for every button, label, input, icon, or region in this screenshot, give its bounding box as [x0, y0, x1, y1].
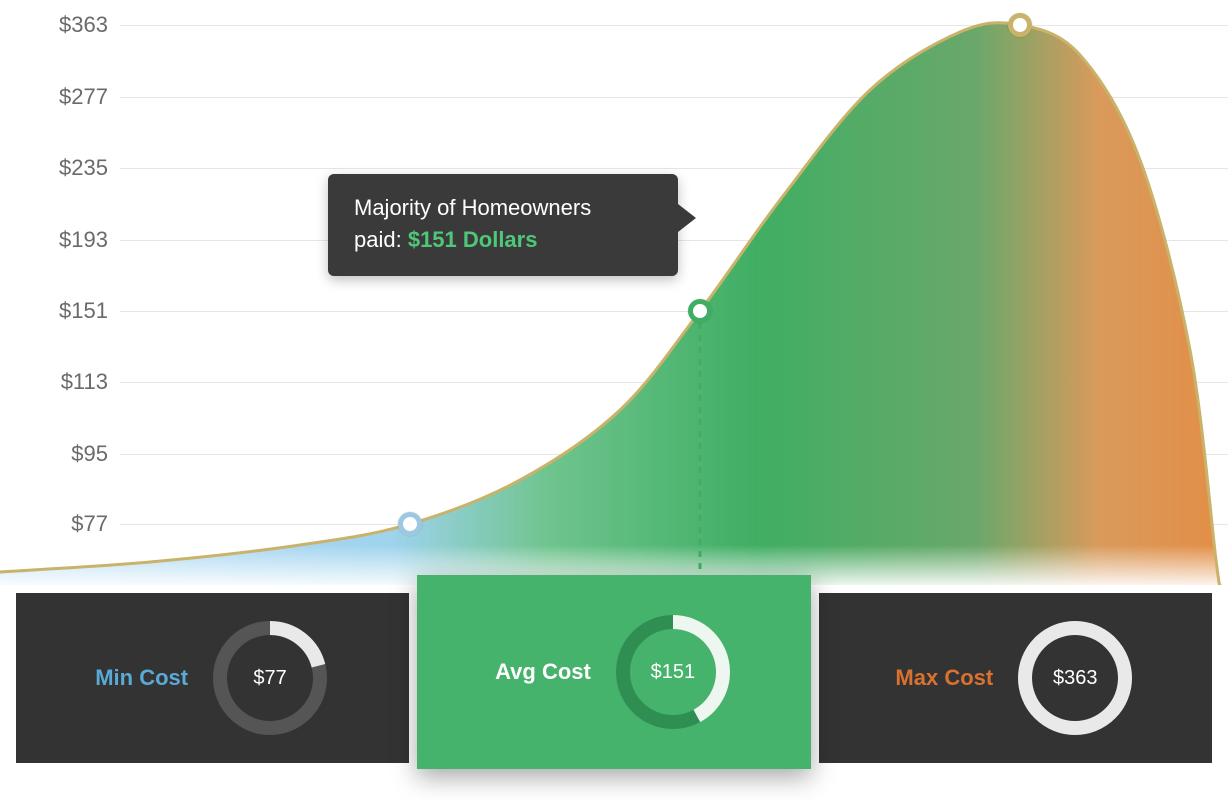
- marker-min: [398, 512, 422, 536]
- marker-avg: [688, 299, 712, 323]
- avg-cost-card: Avg Cost $151: [417, 575, 810, 769]
- avg-cost-label: Avg Cost: [495, 659, 591, 685]
- avg-cost-value: $151: [613, 612, 733, 732]
- chart-plot-area: $363$277$235$193$151$113$95$77 Majority …: [0, 0, 1228, 585]
- min-cost-value: $77: [210, 618, 330, 738]
- max-cost-donut: $363: [1015, 618, 1135, 738]
- tooltip-line-2-prefix: paid:: [354, 227, 408, 252]
- tooltip-line-2: paid: $151 Dollars: [354, 224, 652, 256]
- min-cost-donut: $77: [210, 618, 330, 738]
- max-cost-card: Max Cost $363: [819, 593, 1212, 763]
- tooltip-arrow-icon: [678, 204, 696, 232]
- cost-distribution-infographic: $363$277$235$193$151$113$95$77 Majority …: [0, 0, 1228, 800]
- avg-cost-tooltip: Majority of Homeowners paid: $151 Dollar…: [328, 174, 678, 276]
- distribution-curve: [0, 0, 1228, 585]
- tooltip-highlight: $151 Dollars: [408, 227, 538, 252]
- summary-cards-row: Min Cost $77 Avg Cost $151 Max Cost $363: [12, 585, 1216, 775]
- avg-cost-donut: $151: [613, 612, 733, 732]
- min-cost-card: Min Cost $77: [16, 593, 409, 763]
- marker-peak: [1008, 13, 1032, 37]
- max-cost-value: $363: [1015, 618, 1135, 738]
- tooltip-line-1: Majority of Homeowners: [354, 192, 652, 224]
- min-cost-label: Min Cost: [95, 665, 188, 691]
- max-cost-label: Max Cost: [895, 665, 993, 691]
